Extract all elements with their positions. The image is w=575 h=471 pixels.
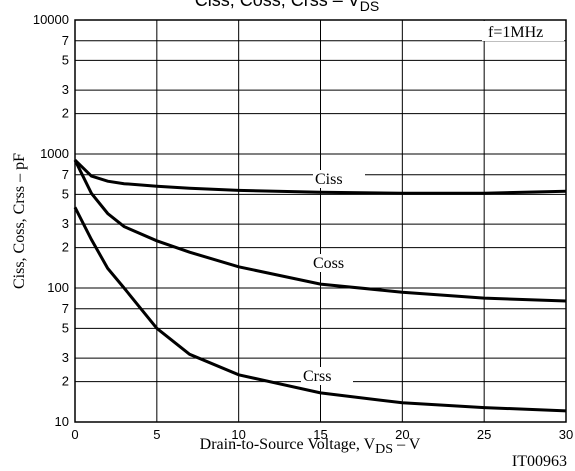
y-tick-label: 100	[47, 280, 69, 295]
title-part: DS	[360, 0, 379, 14]
label-bg	[482, 21, 564, 41]
y-tick-label: 7	[62, 301, 69, 316]
x-tick-label: 10	[231, 427, 245, 442]
series-line	[73, 206, 567, 413]
y-tick-label: 2	[62, 240, 69, 255]
x-label-part: – V	[393, 436, 421, 453]
y-tick-label: 2	[62, 374, 69, 389]
label-bg	[301, 367, 353, 385]
y-tick-label: 10	[55, 414, 69, 429]
title-part: Ciss, Coss, Crss – V	[195, 0, 360, 10]
y-tick-label: 3	[62, 82, 69, 97]
series-line	[73, 159, 567, 303]
x-tick-label: 25	[477, 427, 491, 442]
annotation: f=1MHz	[488, 24, 543, 41]
label-bg	[313, 170, 365, 188]
label-bg	[311, 254, 363, 272]
y-tick-label: 2	[62, 106, 69, 121]
y-tick-label: 5	[62, 186, 69, 201]
series-label: Coss	[313, 255, 344, 272]
series-label: Crss	[303, 368, 331, 385]
annotation: IT00963	[512, 453, 567, 470]
x-tick-label: 30	[559, 427, 573, 442]
x-tick-label: 15	[313, 427, 327, 442]
y-tick-label: 10000	[33, 12, 69, 27]
chart-title: Ciss, Coss, Crss – VDS	[195, 0, 379, 14]
x-label-part: Drain-to-Source Voltage, V	[200, 436, 376, 453]
y-tick-label: 1000	[40, 146, 69, 161]
series-line	[73, 159, 567, 195]
x-tick-label: 5	[153, 427, 160, 442]
plot-frame	[74, 19, 567, 423]
series-label: Ciss	[315, 171, 343, 188]
y-tick-label: 7	[62, 33, 69, 48]
y-axis-label: Ciss, Coss, Crss – pF	[11, 153, 28, 289]
y-tick-label: 3	[62, 350, 69, 365]
y-tick-label: 3	[62, 216, 69, 231]
x-axis-label: Drain-to-Source Voltage, VDS – V	[200, 436, 421, 457]
y-tick-label: 5	[62, 320, 69, 335]
x-tick-label: 0	[71, 427, 78, 442]
x-label-part: DS	[375, 442, 393, 457]
y-tick-label: 5	[62, 52, 69, 67]
x-tick-label: 20	[395, 427, 409, 442]
y-tick-label: 7	[62, 167, 69, 182]
